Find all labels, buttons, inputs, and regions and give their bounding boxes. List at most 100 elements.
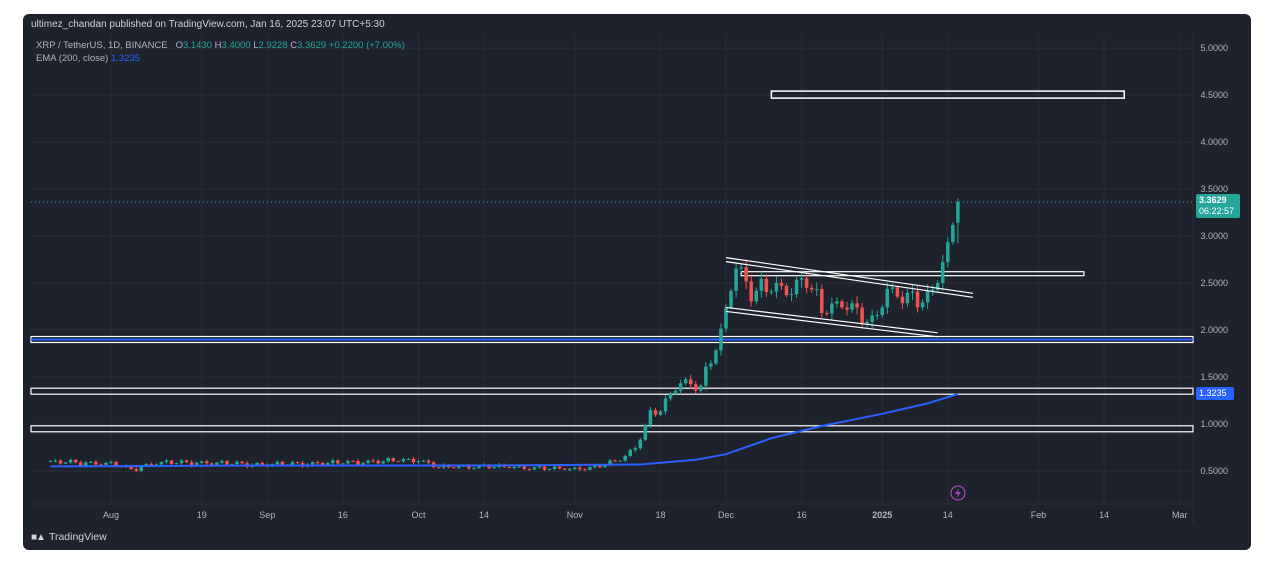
y-tick-label: 5.0000 — [1200, 43, 1228, 53]
candle-body — [275, 461, 280, 465]
candle-body — [325, 462, 330, 466]
candle-body — [134, 468, 138, 471]
candle-body — [562, 468, 567, 470]
candle-body — [930, 289, 935, 291]
symbol-legend[interactable]: XRP / TetherUS, 1D, BINANCE O3.1430 H3.4… — [36, 40, 405, 51]
candle-body — [683, 379, 688, 384]
x-tick-label: 16 — [338, 510, 348, 520]
candle-body — [688, 379, 693, 385]
candle-body — [99, 464, 103, 466]
x-tick-label: Feb — [1031, 510, 1047, 520]
candle-body — [749, 281, 753, 302]
candle-body — [240, 461, 244, 464]
candle-body — [593, 465, 597, 468]
candle-body — [58, 460, 63, 464]
candle-body — [315, 462, 320, 464]
candle-body — [779, 282, 784, 286]
candle-body — [73, 459, 78, 463]
candle-body — [215, 462, 219, 465]
candle-body — [714, 350, 718, 364]
high-value: 3.4000 — [221, 40, 251, 51]
candle-body — [658, 411, 663, 415]
y-tick-label: 4.5000 — [1200, 90, 1228, 100]
candle-body — [799, 278, 804, 280]
candle-body — [623, 456, 627, 461]
last-price-value: 3.3629 — [1199, 195, 1227, 205]
candle-body — [608, 460, 612, 465]
candle-body — [381, 461, 385, 464]
candle-body — [678, 383, 683, 391]
candle-body — [653, 410, 658, 415]
candle-body — [820, 289, 824, 313]
candle-body — [940, 261, 945, 283]
candle-body — [472, 468, 476, 470]
candle-body — [956, 201, 960, 223]
lightning-glyph-icon — [955, 488, 961, 499]
candle-body — [457, 466, 461, 468]
candle-body — [48, 460, 53, 462]
candle-body — [356, 461, 360, 465]
candle-body — [310, 462, 315, 465]
candle-body — [230, 464, 234, 466]
candle-body — [845, 307, 849, 310]
candle-body — [890, 287, 895, 289]
candle-body — [255, 462, 259, 465]
candle-body — [376, 460, 380, 464]
candle-body — [295, 462, 300, 464]
candle-body — [68, 459, 73, 463]
candle-body — [154, 464, 159, 466]
candle-body — [346, 460, 350, 464]
ema-price-tag: 1.3235 — [1196, 387, 1234, 400]
candle-body — [406, 458, 411, 460]
high-label: H — [214, 40, 222, 51]
candle-body — [643, 424, 648, 440]
candle-body — [734, 268, 738, 291]
y-tick-label: 1.0000 — [1200, 419, 1228, 429]
candle-body — [220, 461, 224, 463]
chart-canvas[interactable]: 5.0000 4.5000 4.0000 3.5000 3.0000 2.5000 2.00… — [23, 14, 1251, 550]
candle-body — [870, 315, 874, 322]
indicator-legend[interactable]: EMA (200, close) 1.3235 — [36, 53, 140, 64]
y-tick-label: 2.5000 — [1200, 278, 1228, 288]
candle-body — [709, 363, 713, 367]
symbol-name[interactable]: XRP / TetherUS, 1D, BINANCE — [36, 40, 168, 51]
candle-body — [754, 290, 759, 302]
candle-body — [663, 398, 668, 412]
channel-line — [725, 310, 938, 338]
candle-body — [467, 465, 471, 469]
candle-countdown: 06:22:57 — [1199, 206, 1235, 216]
indicator-label[interactable]: EMA (200, close) — [36, 53, 109, 64]
candle-body — [164, 460, 169, 463]
candle-body — [487, 464, 491, 469]
candle-body — [668, 394, 673, 399]
candle-body — [416, 461, 421, 463]
last-price-tag: 3.3629 06:22:57 — [1196, 194, 1240, 218]
candle-body — [855, 303, 859, 308]
candle-body — [235, 461, 239, 465]
candle-body — [850, 303, 854, 310]
candle-body — [426, 460, 431, 463]
candle-body — [830, 303, 834, 314]
plot-area — [31, 34, 1193, 504]
candle-body — [199, 461, 204, 463]
candle-body — [794, 279, 799, 295]
candle-body — [351, 460, 355, 462]
candle-body — [225, 461, 229, 465]
candle-body — [114, 461, 118, 467]
candle-body — [366, 460, 370, 464]
candle-body — [588, 467, 592, 470]
candle-body — [169, 460, 174, 464]
candle-body — [724, 307, 728, 329]
candle-body — [507, 466, 512, 468]
candle-body — [875, 315, 879, 317]
candle-body — [557, 466, 562, 469]
candle-body — [573, 467, 577, 470]
candle-body — [673, 390, 678, 395]
candle-body — [436, 467, 441, 469]
candle-body — [320, 462, 325, 466]
tradingview-brand[interactable]: ■▲ TradingView — [31, 531, 107, 543]
candle-body — [774, 282, 779, 292]
candle-body — [477, 465, 481, 469]
candle-body — [648, 410, 653, 425]
candle-body — [78, 462, 83, 466]
